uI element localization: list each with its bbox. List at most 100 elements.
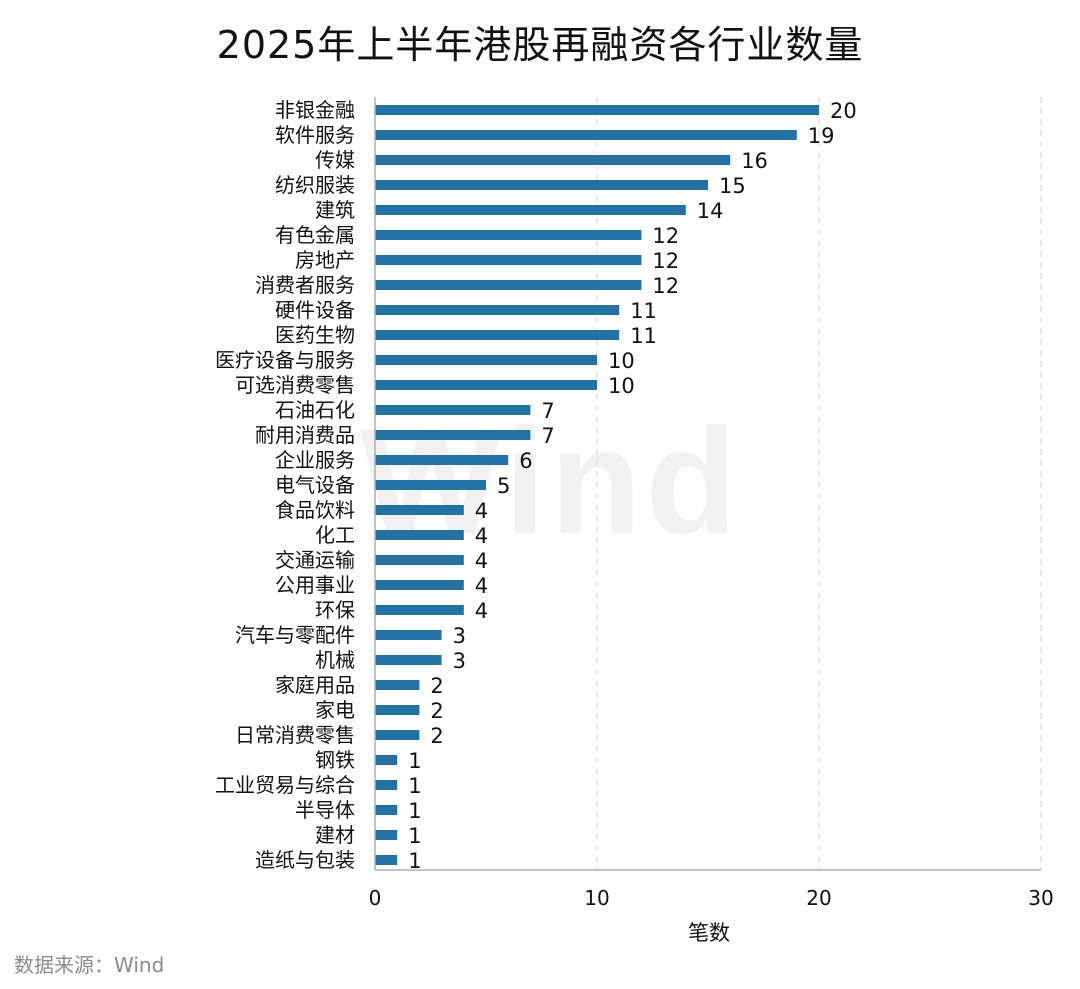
value-label: 4 (475, 524, 488, 548)
bar (375, 130, 797, 140)
bar (375, 805, 398, 815)
bar (375, 480, 486, 490)
value-label: 2 (430, 699, 443, 723)
bar (375, 455, 509, 465)
bar (375, 330, 620, 340)
value-label: 6 (519, 449, 532, 473)
bar (375, 155, 731, 165)
x-tick-label: 30 (1028, 886, 1053, 910)
value-label: 12 (652, 249, 679, 273)
value-label: 11 (630, 324, 657, 348)
category-label: 纺织服装 (275, 173, 355, 197)
category-label: 软件服务 (275, 123, 355, 147)
value-label: 7 (541, 424, 554, 448)
value-label: 12 (652, 224, 679, 248)
bar (375, 630, 442, 640)
bar (375, 580, 464, 590)
category-label: 工业贸易与综合 (215, 773, 355, 797)
x-tick-label: 20 (806, 886, 831, 910)
bar (375, 355, 597, 365)
category-label: 耐用消费品 (255, 423, 355, 447)
bar (375, 380, 597, 390)
category-label: 半导体 (295, 798, 355, 822)
category-label: 食品饮料 (275, 498, 355, 522)
category-labels: 非银金融软件服务传媒纺织服装建筑有色金属房地产消费者服务硬件设备医药生物医疗设备… (215, 98, 355, 872)
category-label: 石油石化 (275, 398, 355, 422)
bar (375, 855, 398, 865)
bar (375, 830, 398, 840)
bar (375, 680, 420, 690)
category-label: 医疗设备与服务 (215, 348, 355, 372)
category-label: 消费者服务 (255, 273, 355, 297)
category-label: 造纸与包装 (255, 848, 355, 872)
value-label: 3 (453, 649, 466, 673)
category-label: 家电 (315, 698, 355, 722)
value-label: 11 (630, 299, 657, 323)
category-label: 日常消费零售 (235, 723, 355, 747)
bar (375, 305, 620, 315)
x-axis-ticks: 0 10 20 30 (369, 886, 1054, 910)
bar (375, 605, 464, 615)
value-label: 4 (475, 549, 488, 573)
value-labels: 2019161514121212111110107765444443322211… (408, 99, 857, 873)
value-label: 5 (497, 474, 510, 498)
x-tick-label: 0 (369, 886, 382, 910)
bar (375, 280, 642, 290)
category-label: 建筑 (315, 198, 355, 222)
category-label: 传媒 (315, 148, 355, 172)
category-label: 硬件设备 (275, 298, 355, 322)
value-label: 12 (652, 274, 679, 298)
category-label: 交通运输 (275, 548, 355, 572)
bar (375, 230, 642, 240)
value-label: 3 (453, 624, 466, 648)
value-label: 20 (830, 99, 857, 123)
bar (375, 530, 464, 540)
category-label: 家庭用品 (275, 673, 355, 697)
bar (375, 655, 442, 665)
value-label: 1 (408, 799, 421, 823)
bar (375, 505, 464, 515)
category-label: 房地产 (295, 248, 355, 272)
value-label: 1 (408, 824, 421, 848)
bar (375, 105, 819, 115)
value-label: 1 (408, 849, 421, 873)
value-label: 1 (408, 774, 421, 798)
value-label: 4 (475, 499, 488, 523)
bar (375, 430, 531, 440)
category-label: 建材 (315, 823, 355, 847)
category-label: 机械 (315, 648, 355, 672)
category-label: 有色金属 (275, 223, 355, 247)
bar (375, 205, 686, 215)
bar (375, 180, 708, 190)
category-label: 企业服务 (275, 448, 355, 472)
bar (375, 730, 420, 740)
chart-title: 2025年上半年港股再融资各行业数量 (216, 23, 864, 67)
x-tick-label: 10 (584, 886, 609, 910)
category-label: 可选消费零售 (235, 373, 355, 397)
value-label: 15 (719, 174, 746, 198)
value-label: 7 (541, 399, 554, 423)
value-label: 2 (430, 724, 443, 748)
value-label: 16 (741, 149, 768, 173)
value-label: 4 (475, 574, 488, 598)
category-label: 非银金融 (275, 98, 355, 122)
category-label: 电气设备 (275, 473, 355, 497)
category-label: 公用事业 (275, 573, 355, 597)
bar (375, 705, 420, 715)
value-label: 1 (408, 749, 421, 773)
value-label: 10 (608, 349, 635, 373)
bar (375, 405, 531, 415)
bars (375, 105, 819, 865)
category-label: 汽车与零配件 (235, 623, 355, 647)
bar (375, 755, 398, 765)
category-label: 环保 (315, 598, 355, 622)
value-label: 10 (608, 374, 635, 398)
value-label: 4 (475, 599, 488, 623)
bar (375, 780, 398, 790)
category-label: 化工 (315, 523, 355, 547)
value-label: 19 (808, 124, 835, 148)
gridlines (596, 97, 1042, 870)
source-note: 数据来源：Wind (14, 953, 165, 977)
category-label: 医药生物 (275, 323, 355, 347)
